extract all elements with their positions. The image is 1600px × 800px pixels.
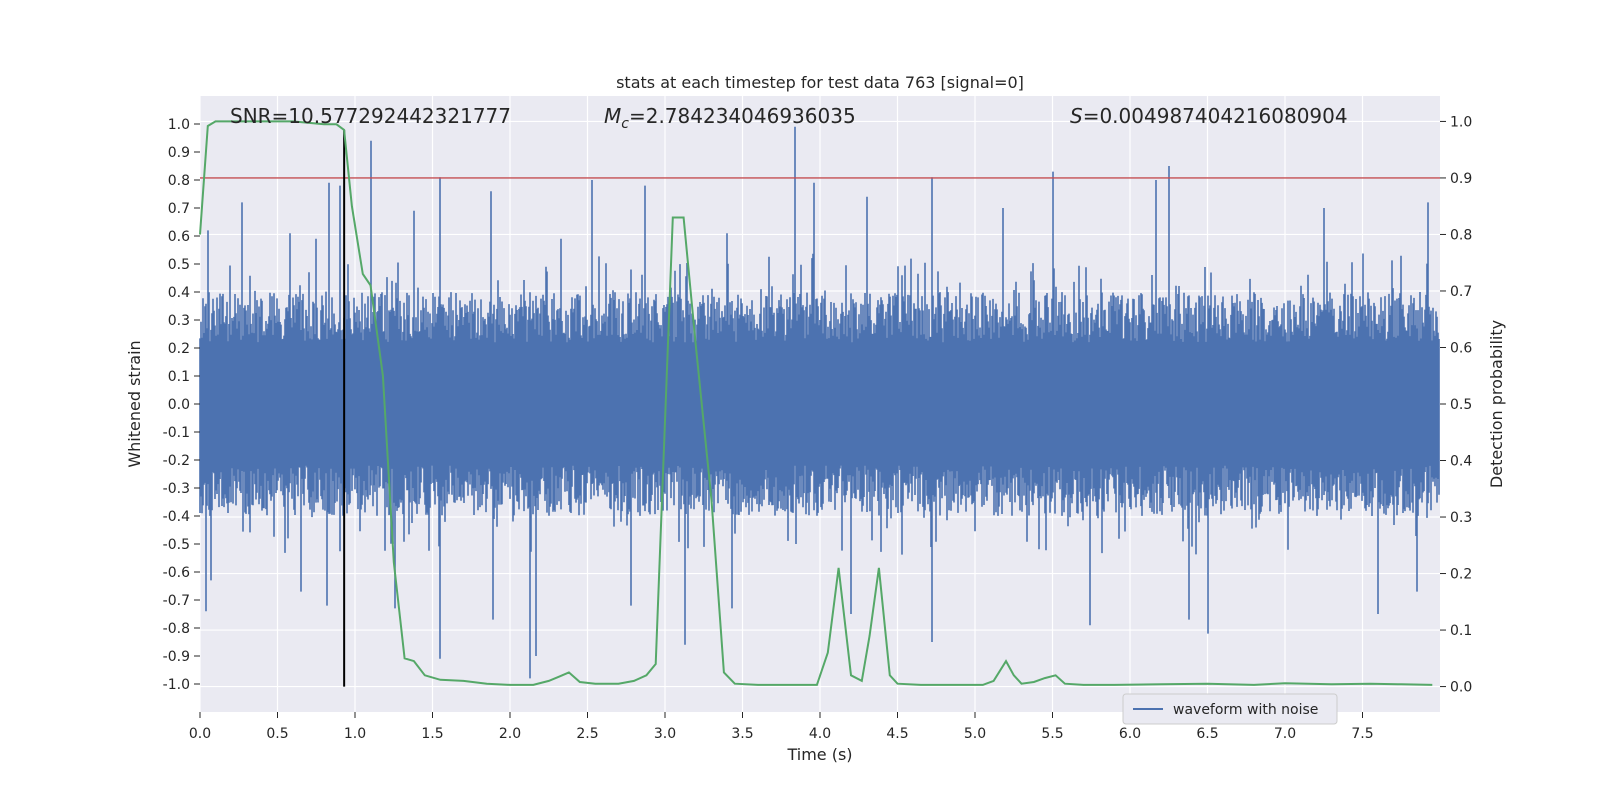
x-tick-label-5: 2.5 bbox=[576, 726, 598, 742]
y-axis-ticks: 1.0 0.9 0.8 0.7 0.6 0.5 0.4 0.3 0.2 0.1 0.0 -0.1 -0.… bbox=[163, 117, 200, 693]
waveform-series bbox=[199, 126, 1440, 679]
y2-tick-label-6: 0.4 bbox=[1450, 454, 1472, 470]
x-tick-label-10: 5.0 bbox=[964, 726, 986, 742]
x-tick-label-7: 3.5 bbox=[731, 726, 753, 742]
y-tick-label-1: 0.9 bbox=[168, 145, 190, 161]
y2-tick-label-5: 0.5 bbox=[1450, 397, 1472, 413]
y2-tick-label-9: 0.1 bbox=[1450, 623, 1472, 639]
x-tick-label-14: 7.0 bbox=[1274, 726, 1296, 742]
x-tick-label-8: 4.0 bbox=[809, 726, 831, 742]
y-tick-label-18: -0.8 bbox=[163, 621, 190, 637]
y-tick-label-13: -0.3 bbox=[163, 481, 190, 497]
y2-axis-title: Detection probability bbox=[1487, 320, 1506, 488]
chart-title: stats at each timestep for test data 763… bbox=[616, 73, 1024, 92]
y-tick-label-19: -0.9 bbox=[163, 649, 190, 665]
y-tick-label-20: -1.0 bbox=[163, 677, 190, 693]
y-tick-label-14: -0.4 bbox=[163, 509, 190, 525]
y2-tick-label-0: 1.0 bbox=[1450, 114, 1472, 130]
y-tick-label-10: 0.0 bbox=[168, 397, 190, 413]
snr-annotation: SNR=10.577292442321777 bbox=[230, 104, 511, 128]
y-axis-title: Whitened strain bbox=[125, 340, 144, 467]
s-annotation: S=0.004987404216080904 bbox=[1070, 104, 1348, 128]
x-tick-label-13: 6.5 bbox=[1196, 726, 1218, 742]
y-tick-label-0: 1.0 bbox=[168, 117, 190, 133]
x-tick-label-1: 0.5 bbox=[266, 726, 288, 742]
y2-tick-label-8: 0.2 bbox=[1450, 567, 1472, 583]
y-tick-label-9: 0.1 bbox=[168, 369, 190, 385]
x-tick-label-3: 1.5 bbox=[421, 726, 443, 742]
y2-tick-label-7: 0.3 bbox=[1450, 510, 1472, 526]
x-axis-title: Time (s) bbox=[786, 745, 852, 764]
y2-tick-label-2: 0.8 bbox=[1450, 227, 1472, 243]
y2-tick-label-3: 0.7 bbox=[1450, 284, 1472, 300]
chirp-mass-annotation: Mc=2.784234046936035 bbox=[604, 104, 856, 132]
x-tick-label-2: 1.0 bbox=[344, 726, 366, 742]
x-tick-label-4: 2.0 bbox=[499, 726, 521, 742]
legend: waveform with noise bbox=[1122, 693, 1338, 725]
legend-box bbox=[1122, 693, 1338, 725]
legend-label-waveform: waveform with noise bbox=[1173, 702, 1318, 718]
x-tick-label-0: 0.0 bbox=[189, 726, 211, 742]
y-tick-label-4: 0.6 bbox=[168, 229, 190, 245]
x-tick-label-12: 6.0 bbox=[1119, 726, 1141, 742]
y-tick-label-12: -0.2 bbox=[163, 453, 190, 469]
y-tick-label-11: -0.1 bbox=[163, 425, 190, 441]
x-tick-label-6: 3.0 bbox=[654, 726, 676, 742]
x-axis-ticks: 0.0 0.5 1.0 1.5 2.0 2.5 3.0 3.5 4.0 4.5 5.0 5.5 6.0 6… bbox=[189, 712, 1374, 742]
y2-axis-ticks: 1.0 0.9 0.8 0.7 0.6 0.5 0.4 0.3 0.2 0.1 0.0 bbox=[1440, 114, 1472, 696]
x-tick-label-9: 4.5 bbox=[886, 726, 908, 742]
y-tick-label-15: -0.5 bbox=[163, 537, 190, 553]
y-tick-label-5: 0.5 bbox=[168, 257, 190, 273]
y2-tick-label-4: 0.6 bbox=[1450, 340, 1472, 356]
y-tick-label-17: -0.7 bbox=[163, 593, 190, 609]
y-tick-label-6: 0.4 bbox=[168, 285, 190, 301]
y2-tick-label-1: 0.9 bbox=[1450, 171, 1472, 187]
detection-probability-line bbox=[199, 120, 1433, 686]
x-tick-label-11: 5.5 bbox=[1041, 726, 1063, 742]
y-tick-label-8: 0.2 bbox=[168, 341, 190, 357]
y-tick-label-3: 0.7 bbox=[168, 201, 190, 217]
y-tick-label-16: -0.6 bbox=[163, 565, 190, 581]
y-tick-label-2: 0.8 bbox=[168, 173, 190, 189]
x-tick-label-15: 7.5 bbox=[1351, 726, 1373, 742]
y-tick-label-7: 0.3 bbox=[168, 313, 190, 329]
waveform-path bbox=[199, 126, 1440, 679]
y2-tick-label-10: 0.0 bbox=[1450, 680, 1472, 696]
